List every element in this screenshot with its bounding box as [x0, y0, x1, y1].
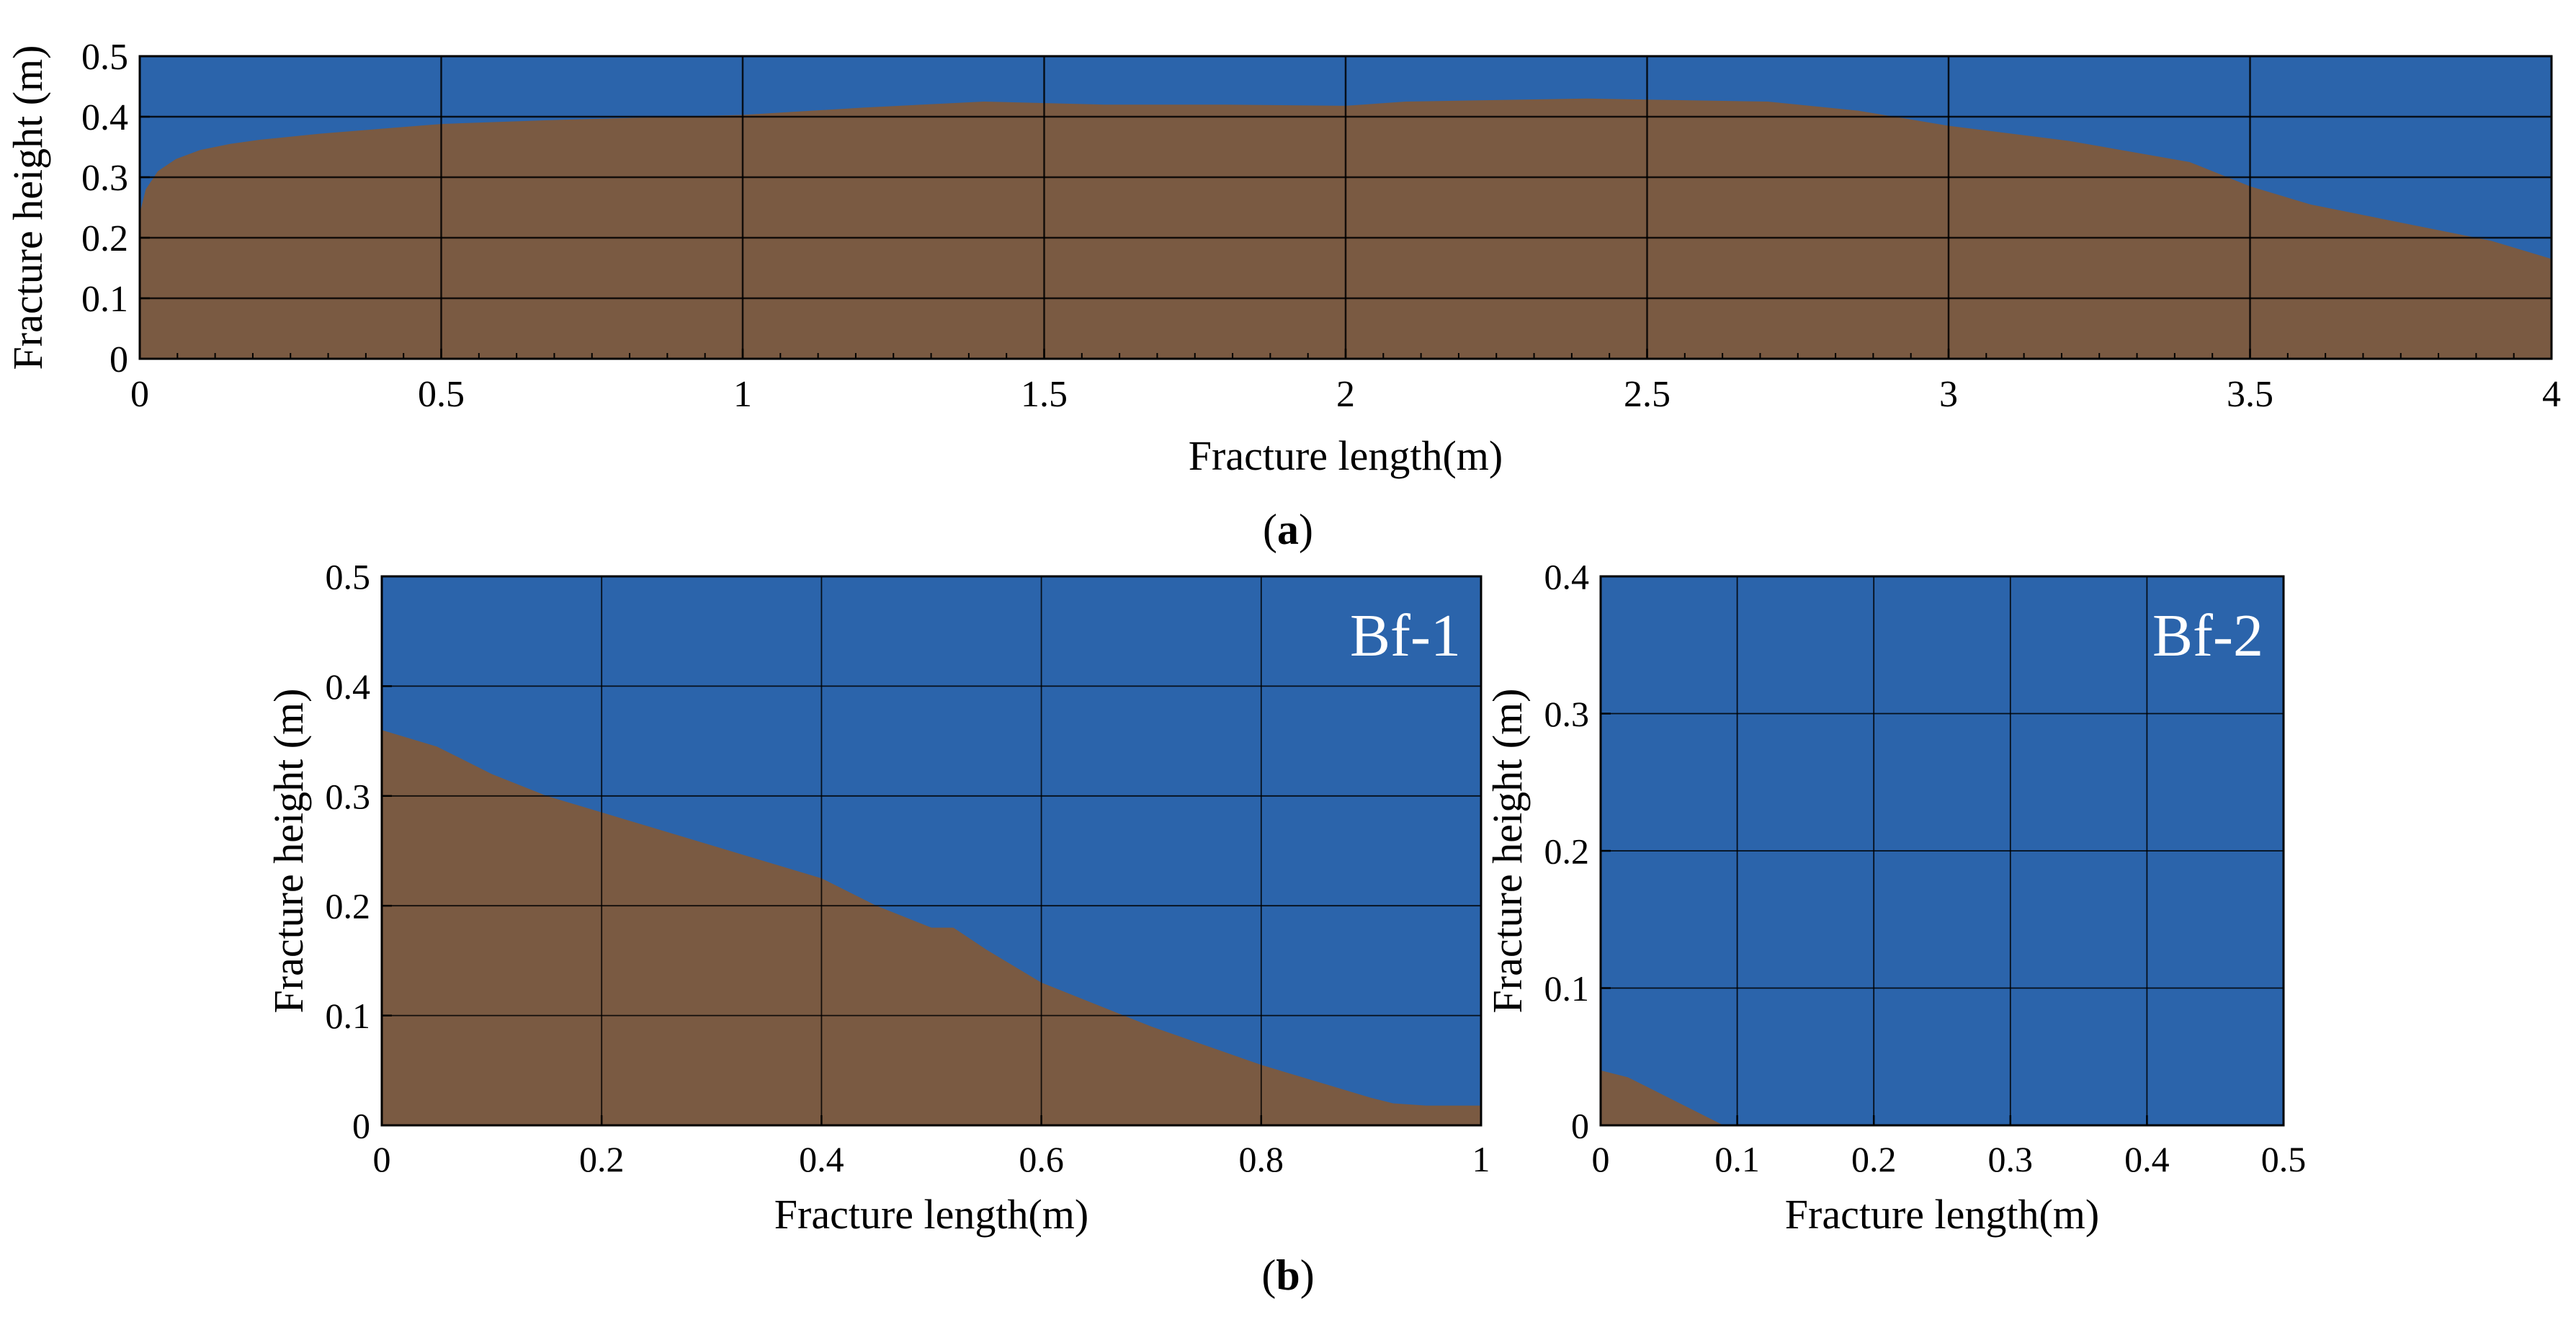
x-tick-label-b2-5: 0.5 [2261, 1139, 2307, 1179]
x-tick-label-b1-0: 0 [373, 1139, 391, 1179]
x-tick-label-b2-1: 0.1 [1714, 1139, 1760, 1179]
x-tick-label-a-1: 0.5 [418, 374, 465, 415]
y-tick-label-b1-5: 0.5 [326, 557, 371, 597]
y-tick-label-a-3: 0.3 [81, 158, 128, 199]
proppant-area-b1 [382, 730, 1481, 1125]
x-tick-label-a-4: 2 [1336, 374, 1355, 415]
chart-bf-1: 0 0.2 0.4 0.6 0.8 1 0 0.1 0.2 0.3 0.4 0.5 Fracture l… [265, 557, 1490, 1238]
y-tick-label-b2-1: 0.1 [1544, 968, 1590, 1009]
chart-bf-2: 0 0.1 0.2 0.3 0.4 0.5 0 0.1 0.2 0.3 0.4 Fracture le… [1484, 557, 2306, 1238]
x-tick-label-b2-3: 0.3 [1988, 1139, 2034, 1179]
y-tick-label-a-0: 0 [109, 339, 128, 380]
y-tick-label-b1-1: 0.1 [326, 996, 371, 1036]
x-tick-label-b2-2: 0.2 [1851, 1139, 1897, 1179]
y-tick-label-a-4: 0.4 [81, 97, 128, 138]
x-tick-label-a-3: 1.5 [1021, 374, 1068, 415]
y-tick-label-b1-2: 0.2 [326, 886, 371, 926]
y-tick-label-b1-0: 0 [352, 1106, 370, 1146]
x-tick-label-a-7: 3.5 [2227, 374, 2273, 415]
x-tick-label-a-6: 3 [1939, 374, 1958, 415]
x-tick-label-b1-5: 1 [1472, 1139, 1490, 1179]
panel-title-b1: Bf-1 [1350, 602, 1461, 669]
y-tick-label-b2-3: 0.3 [1544, 694, 1590, 734]
panel-label-b: (b) [1261, 1251, 1314, 1299]
x-axis-label-a: Fracture length(m) [1189, 432, 1503, 479]
panel-title-b2: Bf-2 [2152, 602, 2263, 669]
y-tick-label-a-5: 0.5 [81, 37, 128, 78]
plot-frame-b1 [380, 575, 1482, 1127]
x-tick-label-a-2: 1 [733, 374, 752, 415]
x-tick-label-b2-0: 0 [1592, 1139, 1610, 1179]
y-tick-label-b2-4: 0.4 [1544, 557, 1590, 597]
chart-a: 0 0.5 1 1.5 2 2.5 3 3.5 4 0 0.1 0.2 0.3 0.4 0.5 Fractur… [4, 37, 2561, 479]
y-tick-label-a-1: 0.1 [81, 279, 128, 320]
y-axis-label-b2: Fracture height (m) [1484, 689, 1531, 1014]
y-axis-label-b1: Fracture height (m) [265, 689, 312, 1014]
x-axis-label-b2: Fracture length(m) [1785, 1191, 2099, 1238]
x-tick-label-b1-4: 0.8 [1239, 1139, 1284, 1179]
x-axis-label-b1: Fracture length(m) [774, 1191, 1088, 1238]
y-tick-label-b2-0: 0 [1571, 1106, 1589, 1146]
x-tick-label-b1-3: 0.6 [1019, 1139, 1064, 1179]
panel-label-a: (a) [1263, 506, 1313, 553]
x-tick-label-b1-1: 0.2 [579, 1139, 625, 1179]
y-tick-label-a-2: 0.2 [81, 218, 128, 259]
x-tick-label-a-5: 2.5 [1624, 374, 1671, 415]
proppant-area-b2 [1601, 1070, 1724, 1125]
x-tick-label-b2-4: 0.4 [2124, 1139, 2170, 1179]
y-tick-label-b1-4: 0.4 [326, 666, 371, 707]
y-axis-label-a: Fracture height (m) [4, 45, 51, 370]
x-tick-label-b1-2: 0.4 [799, 1139, 844, 1179]
x-tick-label-a-0: 0 [130, 374, 149, 415]
y-tick-label-b1-3: 0.3 [326, 776, 371, 816]
x-tick-label-a-8: 4 [2542, 374, 2561, 415]
y-tick-label-b2-2: 0.2 [1544, 831, 1590, 872]
